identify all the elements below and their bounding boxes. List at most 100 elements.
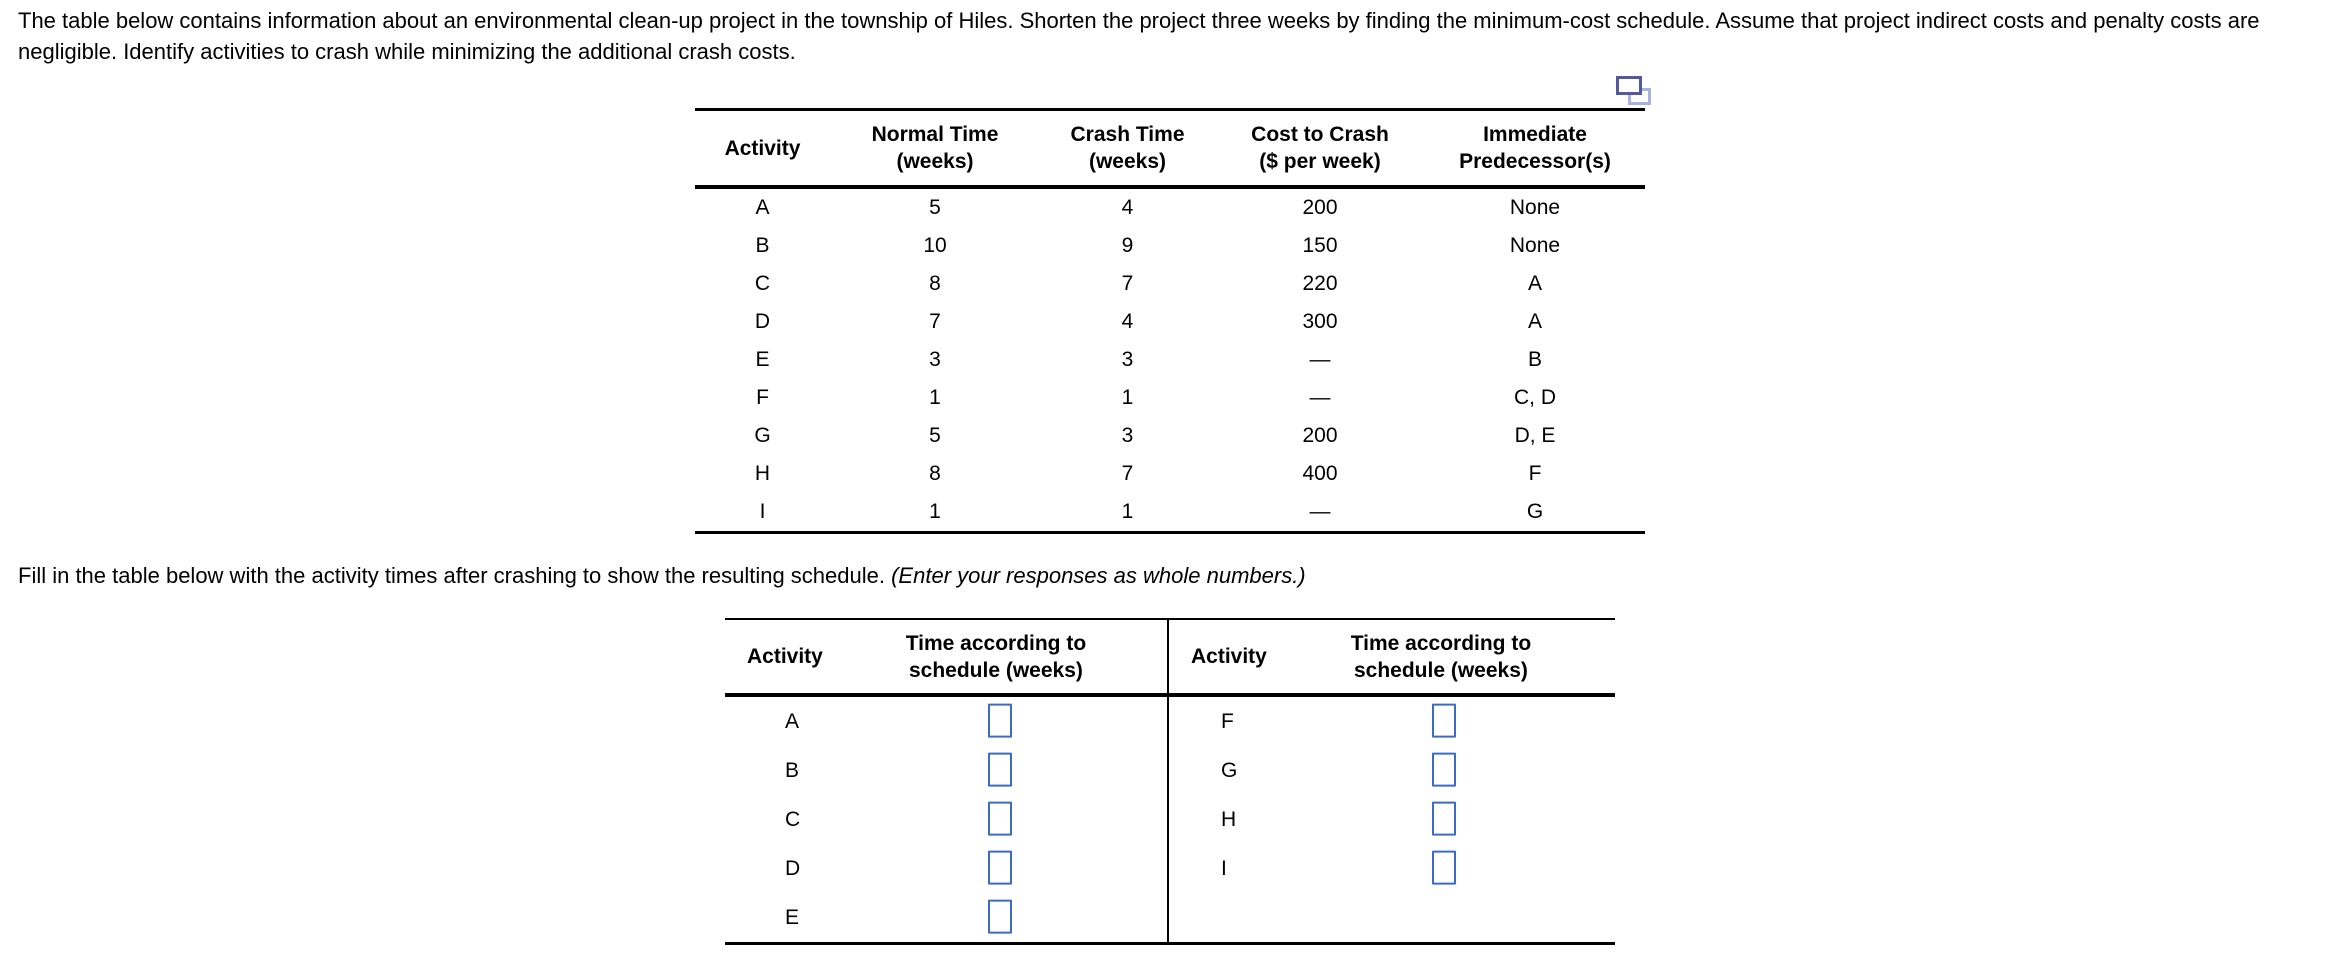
time-input-i[interactable] <box>1432 850 1456 885</box>
list-item: B <box>725 746 1169 795</box>
fill-instruction: Fill in the table below with the activit… <box>18 563 1306 589</box>
list-item: C <box>725 795 1169 844</box>
activity-label: I <box>1221 856 1227 880</box>
predecessor-cell: A <box>1527 272 1542 295</box>
activity-cell: C <box>754 272 771 295</box>
header-time-left: Time according to schedule (weeks) <box>905 631 1087 682</box>
cost-cell: — <box>1309 500 1331 523</box>
predecessor-cell: F <box>1528 462 1542 485</box>
list-item: D <box>725 844 1169 893</box>
crash-time-cell: 3 <box>1121 348 1134 371</box>
copy-icon-front-sheet <box>1616 76 1642 95</box>
activity-label: H <box>1221 807 1237 831</box>
header-immediate-predecessors: Immediate Predecessor(s) <box>1459 123 1611 173</box>
table-row: F 1 1 — C, D <box>695 379 1645 417</box>
activity-label: E <box>785 905 800 929</box>
list-item: H <box>1169 795 1615 844</box>
predecessor-cell: B <box>1527 348 1542 371</box>
cost-cell: — <box>1309 348 1331 371</box>
crash-time-cell: 4 <box>1121 196 1134 219</box>
header-activity-left: Activity <box>747 644 823 668</box>
schedule-table-header: Activity Time according to schedule (wee… <box>725 620 1615 697</box>
cost-cell: 150 <box>1302 234 1338 257</box>
header-activity: Activity <box>724 136 801 160</box>
time-input-e[interactable] <box>988 899 1012 934</box>
time-input-d[interactable] <box>988 850 1012 885</box>
cost-cell: 220 <box>1302 272 1338 295</box>
header-time-right: Time according to schedule (weeks) <box>1350 631 1532 682</box>
list-item: A <box>725 697 1169 746</box>
time-input-g[interactable] <box>1432 752 1456 787</box>
normal-time-cell: 3 <box>929 348 941 371</box>
time-input-c[interactable] <box>988 801 1012 836</box>
cost-cell: 200 <box>1302 424 1338 447</box>
predecessor-cell: C, D <box>1514 386 1556 409</box>
activity-cell: B <box>755 234 770 257</box>
schedule-right-column: F G H I <box>1169 697 1615 942</box>
crash-time-cell: 7 <box>1121 462 1134 485</box>
activity-label: D <box>785 856 801 880</box>
normal-time-cell: 5 <box>929 196 941 219</box>
cost-cell: 200 <box>1302 196 1338 219</box>
list-item: F <box>1169 697 1615 746</box>
cost-cell: 400 <box>1302 462 1338 485</box>
crash-time-cell: 7 <box>1121 272 1134 295</box>
crash-time-cell: 9 <box>1121 234 1134 257</box>
header-cost-to-crash: Cost to Crash ($ per week) <box>1251 123 1389 173</box>
time-input-h[interactable] <box>1432 801 1456 836</box>
crash-time-cell: 3 <box>1121 424 1134 447</box>
normal-time-cell: 8 <box>929 462 941 485</box>
activity-label: C <box>785 807 801 831</box>
cost-cell: 300 <box>1302 310 1338 333</box>
crash-data-table: Activity Normal Time (weeks) Crash Time (w… <box>695 108 1645 534</box>
normal-time-cell: 5 <box>929 424 941 447</box>
normal-time-cell: 8 <box>929 272 941 295</box>
activity-cell: I <box>759 500 766 523</box>
header-crash-time: Crash Time (weeks) <box>1070 123 1185 173</box>
normal-time-cell: 7 <box>929 310 941 333</box>
table-row: D 7 4 300 A <box>695 303 1645 341</box>
fill-instruction-note: (Enter your responses as whole numbers.) <box>891 563 1306 588</box>
predecessor-cell: D, E <box>1514 424 1556 447</box>
empty-row <box>1169 893 1615 942</box>
activity-cell: H <box>754 462 771 485</box>
table-row: H 8 7 400 F <box>695 455 1645 493</box>
activity-label: F <box>1221 709 1234 733</box>
crash-time-cell: 1 <box>1121 386 1134 409</box>
normal-time-cell: 10 <box>923 234 947 257</box>
cost-cell: — <box>1309 386 1331 409</box>
table-row: B 10 9 150 None <box>695 227 1645 265</box>
predecessor-cell: A <box>1527 310 1542 333</box>
problem-statement: The table below contains information abo… <box>18 8 2260 64</box>
fill-instruction-text: Fill in the table below with the activit… <box>18 563 885 588</box>
table-row: E 3 3 — B <box>695 341 1645 379</box>
normal-time-cell: 1 <box>929 500 941 523</box>
table-row: G 5 3 200 D, E <box>695 417 1645 455</box>
predecessor-cell: None <box>1509 196 1561 219</box>
list-item: G <box>1169 746 1615 795</box>
activity-cell: G <box>754 424 771 447</box>
time-input-b[interactable] <box>988 752 1012 787</box>
table-row: C 8 7 220 A <box>695 265 1645 303</box>
header-activity-right: Activity <box>1191 644 1267 668</box>
activity-cell: A <box>755 196 770 219</box>
crash-table-header-row: Activity Normal Time (weeks) Crash Time (w… <box>695 109 1645 187</box>
list-item: I <box>1169 844 1615 893</box>
activity-cell: D <box>754 310 771 333</box>
activity-label: G <box>1221 758 1238 782</box>
activity-label: B <box>785 758 800 782</box>
crash-time-cell: 4 <box>1121 310 1134 333</box>
list-item: E <box>725 893 1169 942</box>
activity-cell: F <box>756 386 769 409</box>
schedule-fill-table: Activity Time according to schedule (wee… <box>725 618 1615 945</box>
time-input-a[interactable] <box>988 703 1012 738</box>
table-row: I 1 1 — G <box>695 493 1645 533</box>
crash-time-cell: 1 <box>1121 500 1134 523</box>
copy-table-icon[interactable] <box>1616 76 1654 108</box>
predecessor-cell: None <box>1509 234 1561 257</box>
schedule-left-column: A B C D E <box>725 697 1169 942</box>
table-divider <box>1167 620 1169 942</box>
activity-label: A <box>785 709 800 733</box>
time-input-f[interactable] <box>1432 703 1456 738</box>
normal-time-cell: 1 <box>929 386 941 409</box>
